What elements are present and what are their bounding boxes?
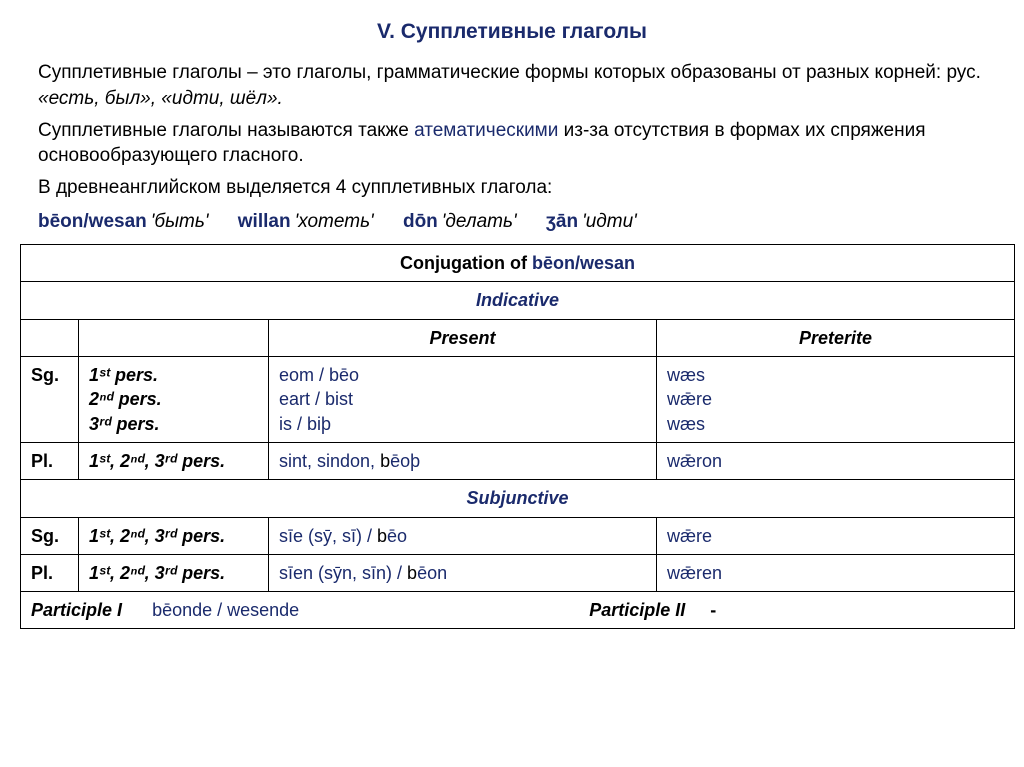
verb-word: willan <box>238 211 291 232</box>
cell: is / biþ <box>279 412 646 436</box>
cell-a: sint, sindon, <box>279 451 380 471</box>
num-sg: Sg. <box>21 517 79 554</box>
intro-p2: Супплетивные глаголы называются также ат… <box>38 118 986 169</box>
verb-word: ʒān <box>546 211 578 232</box>
mood-indicative: Indicative <box>21 282 1015 319</box>
num-pl: Pl. <box>21 554 79 591</box>
col-preterite: Preterite <box>657 319 1015 356</box>
mood-indicative-row: Indicative <box>21 282 1015 319</box>
intro-p1: Супплетивные глаголы – это глаголы, грам… <box>38 60 986 111</box>
conjugation-table: Conjugation of bēon/wesan Indicative Pre… <box>20 244 1015 629</box>
cell: eom / bēo <box>279 363 646 387</box>
intro-p1b: «есть, был», «идти, шёл». <box>38 88 283 109</box>
table-title-row: Conjugation of bēon/wesan <box>21 245 1015 282</box>
pers-col: 1ˢᵗ, 2ⁿᵈ, 3ʳᵈ pers. <box>79 517 269 554</box>
part1-label: Participle I <box>31 600 122 620</box>
part1-val: bēonde / wesende <box>152 600 299 620</box>
part2-label: Participle II <box>589 600 685 620</box>
ind-sg-pret: wæs wǣre wæs <box>657 357 1015 443</box>
col-present: Present <box>269 319 657 356</box>
pers-col: 1ˢᵗ, 2ⁿᵈ, 3ʳᵈ pers. <box>79 554 269 591</box>
tense-header-row: Present Preterite <box>21 319 1015 356</box>
cell: wǣre <box>667 387 1004 411</box>
subj-pl-pres: sīen (sȳn, sīn) / bēon <box>269 554 657 591</box>
cell-a: sīen (sȳn, sīn) / <box>279 563 407 583</box>
cell: wæs <box>667 363 1004 387</box>
intro-p3: В древнеанглийском выделяется 4 супплети… <box>38 175 986 201</box>
cell-a: sīe (sȳ, sī) / <box>279 526 377 546</box>
table-row: Sg. 1ˢᵗ, 2ⁿᵈ, 3ʳᵈ pers. sīe (sȳ, sī) / b… <box>21 517 1015 554</box>
verb-word: dōn <box>403 211 438 232</box>
verb-gloss: 'быть' <box>151 211 209 232</box>
pers1: 1ˢᵗ pers. <box>89 363 258 387</box>
verbs-list: bēon/wesan'быть' willan'хотеть' dōn'дела… <box>38 209 986 235</box>
cell: wæs <box>667 412 1004 436</box>
table-title-b: bēon/wesan <box>532 253 635 273</box>
verb-word: bēon/wesan <box>38 211 147 232</box>
page-title: V. Супплетивные глаголы <box>20 18 1004 46</box>
pers3: 3ʳᵈ pers. <box>89 412 258 436</box>
pers-col: 1ˢᵗ, 2ⁿᵈ, 3ʳᵈ pers. <box>79 442 269 479</box>
cell-b: b <box>380 451 390 471</box>
cell-c: ēo <box>387 526 407 546</box>
subj-sg-pret: wǣre <box>657 517 1015 554</box>
num-sg: Sg. <box>21 357 79 443</box>
subj-pl-pret: wǣren <box>657 554 1015 591</box>
cell-b: b <box>377 526 387 546</box>
table-row: Sg. 1ˢᵗ pers. 2ⁿᵈ pers. 3ʳᵈ pers. eom / … <box>21 357 1015 443</box>
cell-c: ēon <box>417 563 447 583</box>
intro-block: Супплетивные глаголы – это глаголы, грам… <box>38 60 986 200</box>
intro-p1a: Супплетивные глаголы – это глаголы, грам… <box>38 62 981 83</box>
verb-gloss: 'хотеть' <box>295 211 374 232</box>
part2-val: - <box>710 600 716 620</box>
pers-col: 1ˢᵗ pers. 2ⁿᵈ pers. 3ʳᵈ pers. <box>79 357 269 443</box>
subj-sg-pres: sīe (sȳ, sī) / bēo <box>269 517 657 554</box>
mood-subjunctive-row: Subjunctive <box>21 480 1015 517</box>
ind-sg-pres: eom / bēo eart / bist is / biþ <box>269 357 657 443</box>
intro-p2a: Супплетивные глаголы называются также <box>38 120 414 141</box>
cell-c: ēoþ <box>390 451 420 471</box>
ind-pl-pret: wǣron <box>657 442 1015 479</box>
cell-b: b <box>407 563 417 583</box>
cell: eart / bist <box>279 387 646 411</box>
table-row: Pl. 1ˢᵗ, 2ⁿᵈ, 3ʳᵈ pers. sīen (sȳn, sīn) … <box>21 554 1015 591</box>
ind-pl-pres: sint, sindon, bēoþ <box>269 442 657 479</box>
num-pl: Pl. <box>21 442 79 479</box>
participle-row: Participle I bēonde / wesende Participle… <box>21 592 1015 629</box>
table-title-a: Conjugation of <box>400 253 532 273</box>
intro-p2b: атематическими <box>414 120 558 141</box>
table-row: Pl. 1ˢᵗ, 2ⁿᵈ, 3ʳᵈ pers. sint, sindon, bē… <box>21 442 1015 479</box>
verb-gloss: 'идти' <box>582 211 637 232</box>
mood-subjunctive: Subjunctive <box>21 480 1015 517</box>
verb-gloss: 'делать' <box>442 211 517 232</box>
pers2: 2ⁿᵈ pers. <box>89 387 258 411</box>
